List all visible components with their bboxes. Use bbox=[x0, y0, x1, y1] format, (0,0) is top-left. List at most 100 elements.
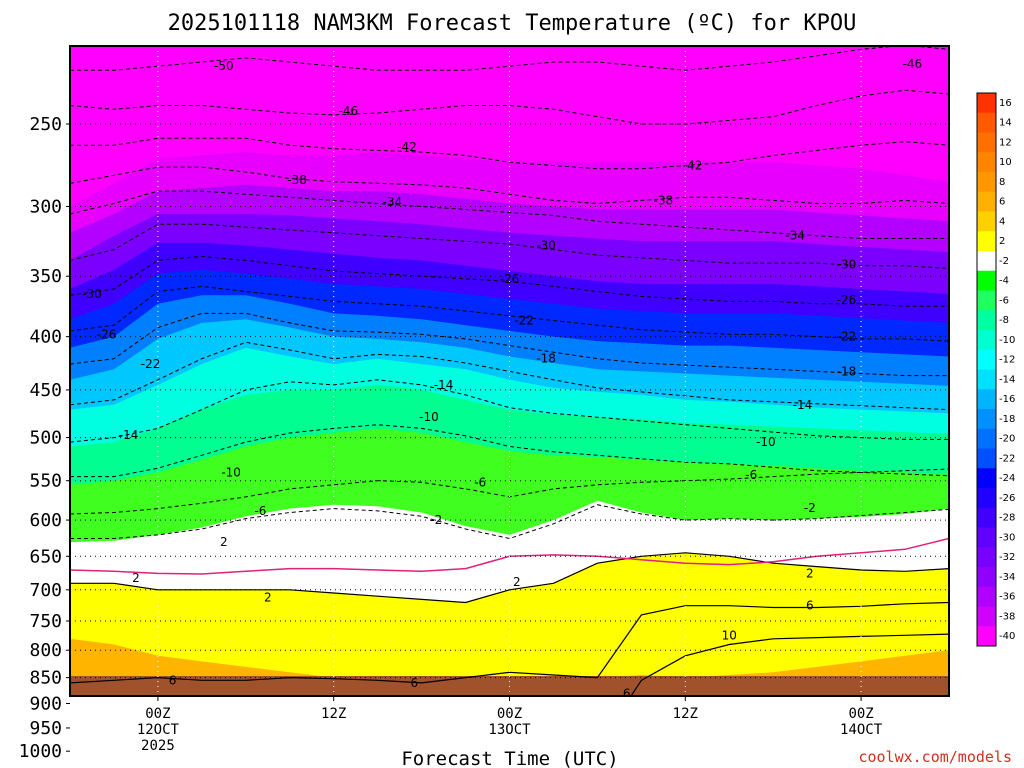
contour-label-11: -30 bbox=[536, 238, 556, 252]
contour-label-24: -10 bbox=[221, 465, 241, 479]
contour-label-41: 10 bbox=[194, 701, 209, 715]
colorbar-swatch bbox=[977, 468, 996, 489]
colorbar-tick-label: -38 bbox=[999, 611, 1015, 622]
contour-label-text: -46 bbox=[903, 57, 923, 71]
colorbar-frame bbox=[976, 92, 997, 647]
contour-labels: -54-50-46-46-42-42-38-38-34-34-30-30-30-… bbox=[82, 57, 923, 758]
x-tick-label: 12OCT bbox=[137, 722, 180, 738]
colorbar-swatch bbox=[977, 93, 996, 114]
contour-label-20: -18 bbox=[837, 364, 857, 378]
colorbar-swatch bbox=[977, 231, 996, 252]
y-tick-label: 600 bbox=[29, 510, 62, 531]
contour-label-text: -34 bbox=[785, 229, 805, 243]
colorbar-swatch bbox=[977, 191, 996, 212]
contour-label-27: -6 bbox=[254, 504, 266, 518]
y-tick-label: 650 bbox=[29, 546, 62, 567]
contour-label-17: -22 bbox=[514, 314, 534, 328]
colorbar-swatch bbox=[977, 606, 996, 627]
contour-label-text: 6 bbox=[806, 599, 814, 613]
y-tick-label: 700 bbox=[29, 580, 62, 601]
colorbar-tick-label: 6 bbox=[999, 197, 1005, 208]
contour-label-2: -46 bbox=[339, 104, 359, 118]
contour-label-text: -14 bbox=[434, 378, 454, 392]
colorbar-tick-label: 4 bbox=[999, 216, 1005, 227]
isotherm-dashed-12 bbox=[70, 424, 949, 478]
contour-label-text: -30 bbox=[536, 238, 556, 252]
contour-label-text: -22 bbox=[837, 330, 857, 344]
y-tick-label: 500 bbox=[29, 428, 62, 449]
contour-label-text: 10 bbox=[722, 628, 737, 642]
isotherm-dashed-4 bbox=[70, 166, 949, 205]
contour-label-3: -46 bbox=[903, 57, 923, 71]
colorbar-tick-label: -20 bbox=[999, 434, 1015, 445]
isotherm-dashed-5 bbox=[70, 190, 949, 239]
isotherm-dashed-14 bbox=[70, 504, 949, 540]
contour-label-text: -14 bbox=[119, 428, 139, 442]
contour-label-text: -18 bbox=[536, 352, 556, 366]
contour-label-text: -34 bbox=[382, 195, 402, 209]
contour-label-14: -26 bbox=[500, 272, 520, 286]
colorbar-tick-label: 12 bbox=[999, 137, 1012, 148]
colorbar-swatch bbox=[977, 389, 996, 410]
contour-label-40: 6 bbox=[806, 599, 814, 613]
colorbar-swatch bbox=[977, 448, 996, 469]
colorbar-tick-label: -14 bbox=[999, 374, 1015, 385]
colorbar-swatch bbox=[977, 211, 996, 232]
colorbar-tick-label: -34 bbox=[999, 572, 1015, 583]
colorbar-swatch bbox=[977, 152, 996, 173]
chart-title: 2025101118 NAM3KM Forecast Temperature (… bbox=[168, 11, 857, 36]
colorbar-tick-label: 2 bbox=[999, 236, 1005, 247]
colorbar-swatch bbox=[977, 547, 996, 568]
colorbar-tick-label: -40 bbox=[999, 631, 1015, 642]
contour-label-39: 6 bbox=[623, 686, 631, 696]
contour-label-23: -14 bbox=[793, 398, 813, 412]
y-tick-label: 750 bbox=[29, 611, 62, 632]
contour-label-text: -22 bbox=[141, 357, 161, 371]
colorbar-swatch bbox=[977, 330, 996, 351]
x-axis-label: Forecast Time (UTC) bbox=[401, 748, 618, 768]
contour-label-37: 6 bbox=[169, 673, 177, 687]
y-tick-label: 400 bbox=[29, 327, 62, 348]
contour-label-text: 2 bbox=[513, 575, 521, 589]
contour-label-29: -6 bbox=[745, 468, 757, 482]
colorbar-swatch bbox=[977, 507, 996, 528]
colorbar-tick-label: -26 bbox=[999, 493, 1015, 504]
colorbar-swatch bbox=[977, 586, 996, 607]
x-tick-label: 00Z bbox=[497, 706, 522, 722]
colorbar-tick-label: 16 bbox=[999, 98, 1012, 109]
contour-label-28: -6 bbox=[474, 475, 486, 489]
contour-label-text: -26 bbox=[837, 293, 857, 307]
contour-label-32: 2 bbox=[220, 535, 228, 549]
colorbar-swatch bbox=[977, 527, 996, 548]
isotherm-solid-0 bbox=[70, 552, 949, 604]
contour-label-16: -22 bbox=[141, 357, 161, 371]
y-tick-label: 550 bbox=[29, 471, 62, 492]
contour-label-text: 6 bbox=[169, 673, 177, 687]
contour-label-text: -46 bbox=[339, 104, 359, 118]
colorbar-swatch bbox=[977, 369, 996, 390]
contour-label-text: 6 bbox=[410, 676, 418, 690]
contour-label-35: 2 bbox=[513, 575, 521, 589]
contour-label-8: -34 bbox=[382, 195, 402, 209]
contour-label-text: 2 bbox=[806, 566, 814, 580]
colorbar-tick-label: -18 bbox=[999, 414, 1015, 425]
contour-label-38: 6 bbox=[410, 676, 418, 690]
contour-label-36: 2 bbox=[806, 566, 814, 580]
colorbar-swatch bbox=[977, 270, 996, 291]
contour-label-text: -6 bbox=[474, 475, 486, 489]
colorbar-swatch bbox=[977, 488, 996, 509]
colorbar-swatch bbox=[977, 172, 996, 193]
contour-label-text: -38 bbox=[287, 173, 307, 187]
contour-label-9: -34 bbox=[785, 229, 805, 243]
colorbar-tick-label: 14 bbox=[999, 118, 1012, 129]
colorbar-tick-label: -6 bbox=[999, 295, 1009, 306]
contour-label-text: 10 bbox=[678, 744, 693, 758]
contour-label-text: -30 bbox=[837, 257, 857, 271]
colorbar-tick-label: -30 bbox=[999, 532, 1015, 543]
colorbar-swatch bbox=[977, 626, 996, 647]
contour-label-text: -22 bbox=[514, 314, 534, 328]
contour-label-text: 2 bbox=[132, 571, 140, 585]
contour-label-text: -6 bbox=[745, 468, 757, 482]
